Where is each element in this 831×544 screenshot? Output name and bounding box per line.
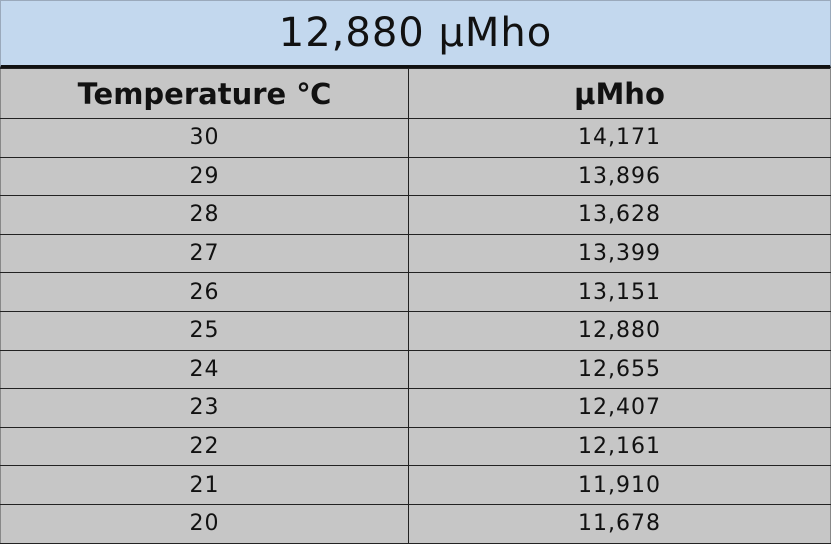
umho-cell: 13,399 [408, 233, 831, 274]
umho-cell: 12,407 [408, 388, 831, 428]
table-row: 20 11,678 [0, 503, 831, 544]
table-row: 23 12,407 [0, 388, 831, 428]
table-row: 26 13,151 [0, 272, 831, 312]
umho-cell: 13,896 [408, 156, 831, 197]
temperature-cell: 22 [0, 426, 409, 467]
table-title: 12,880 µMho [0, 0, 831, 68]
umho-cell: 12,880 [408, 310, 831, 351]
table-row: 24 12,655 [0, 349, 831, 390]
umho-cell: 11,678 [408, 503, 831, 544]
umho-cell: 12,161 [408, 426, 831, 467]
table-row: 28 13,628 [0, 195, 831, 235]
table-row: 30 14,171 [0, 118, 831, 158]
conductivity-table: Temperature ℃ µMho 30 14,171 29 13,896 28 13,… [0, 68, 831, 544]
temperature-cell: 27 [0, 233, 409, 274]
temperature-cell: 20 [0, 503, 409, 544]
header-row: Temperature ℃ µMho [0, 68, 831, 119]
temperature-cell: 29 [0, 156, 409, 197]
temperature-cell: 26 [0, 272, 409, 312]
temperature-cell: 24 [0, 349, 409, 390]
temperature-cell: 30 [0, 118, 409, 158]
header-umho: µMho [408, 68, 831, 119]
table-row: 25 12,880 [0, 310, 831, 351]
header-temperature: Temperature ℃ [0, 68, 409, 119]
table-row: 22 12,161 [0, 426, 831, 467]
table-row: 27 13,399 [0, 233, 831, 274]
umho-cell: 13,628 [408, 195, 831, 235]
table-row: 29 13,896 [0, 156, 831, 197]
temperature-cell: 28 [0, 195, 409, 235]
umho-cell: 12,655 [408, 349, 831, 390]
temperature-cell: 21 [0, 465, 409, 505]
umho-cell: 14,171 [408, 118, 831, 158]
temperature-cell: 25 [0, 310, 409, 351]
umho-cell: 13,151 [408, 272, 831, 312]
temperature-cell: 23 [0, 388, 409, 428]
table-row: 21 11,910 [0, 465, 831, 505]
umho-cell: 11,910 [408, 465, 831, 505]
